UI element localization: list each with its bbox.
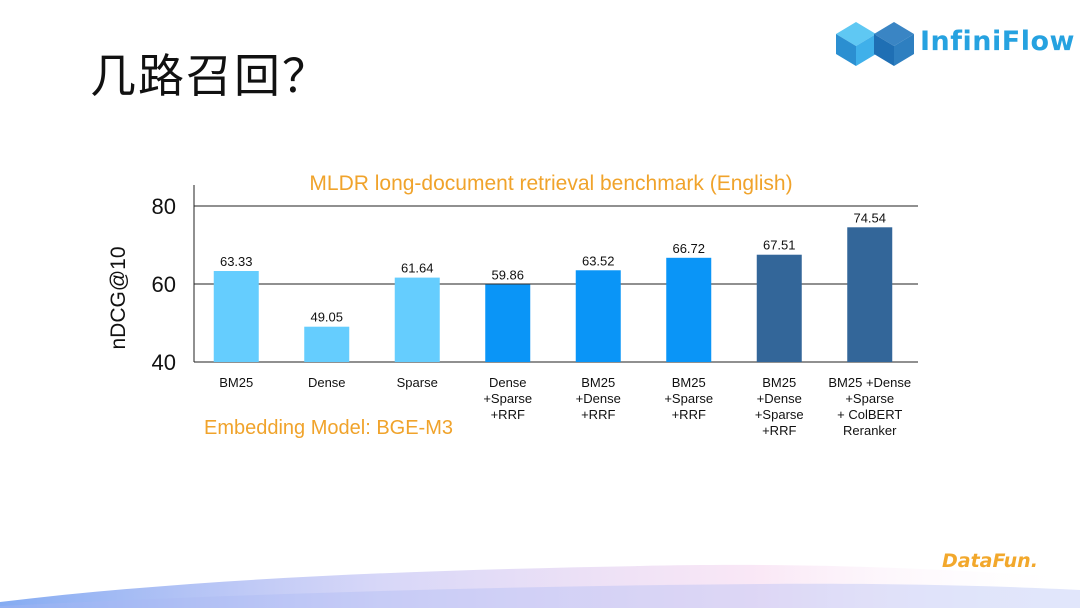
infiniflow-logo: InfiniFlow [836, 20, 1074, 68]
chart-subtitle: Embedding Model: BGE-M3 [204, 417, 453, 439]
slide-title: 几路召回？ [90, 49, 330, 103]
bar-value-label: 49.05 [310, 310, 343, 325]
bar [394, 277, 440, 362]
bar-value-label: 63.33 [220, 254, 253, 269]
x-tick-label: Dense +Sparse +RRF [483, 375, 532, 422]
datafun-logo: DataFun. [942, 550, 1038, 572]
y-axis-label: nDCG@10 [107, 246, 130, 349]
infiniflow-logo-icon [836, 22, 914, 66]
x-tick-label: BM25 +Sparse +RRF [664, 375, 713, 422]
bar [485, 284, 531, 362]
y-tick-label: 80 [152, 194, 176, 219]
x-tick-label: BM25 +Dense +Sparse +RRF [755, 375, 804, 438]
bar-value-label: 74.54 [853, 210, 886, 225]
x-tick-label: Dense [308, 375, 346, 390]
x-tick-label: Sparse [397, 375, 438, 390]
bar [304, 326, 350, 362]
bar [847, 227, 893, 362]
footer-wave-decoration [0, 564, 1080, 608]
bar-value-label: 59.86 [491, 268, 524, 283]
x-tick-label: BM25 [219, 375, 253, 390]
y-tick-label: 60 [152, 272, 176, 297]
bar [666, 257, 712, 362]
bar [756, 254, 802, 362]
bar [213, 271, 259, 362]
bar-value-label: 61.64 [401, 261, 434, 276]
infiniflow-logo-text: InfiniFlow [920, 26, 1075, 57]
bar-value-label: 63.52 [582, 253, 615, 268]
y-tick-label: 40 [152, 350, 176, 375]
x-tick-label: BM25 +Dense +Sparse + ColBERT Reranker [828, 375, 911, 438]
bar [575, 270, 621, 362]
bar-value-label: 66.72 [672, 241, 705, 256]
x-tick-label: BM25 +Dense +RRF [576, 375, 621, 422]
bar-value-label: 67.51 [763, 238, 796, 253]
chart-title: MLDR long-document retrieval benchmark (… [309, 172, 792, 195]
